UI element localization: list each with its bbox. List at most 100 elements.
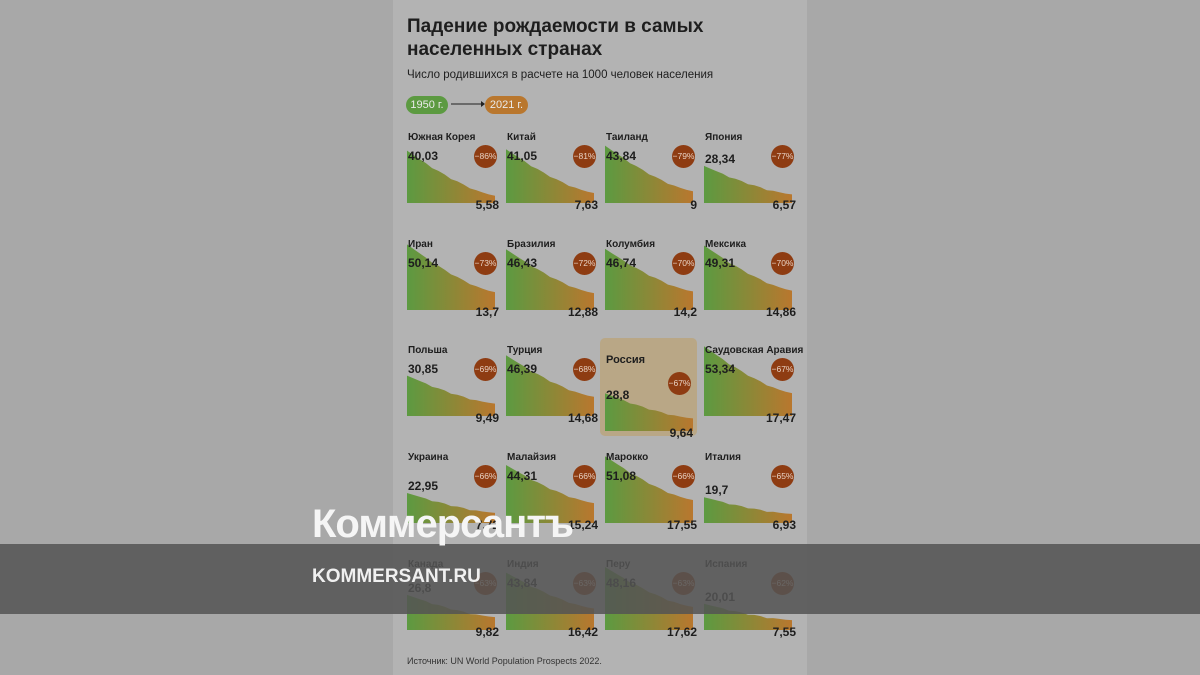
birth-rate-area bbox=[407, 375, 495, 416]
country-chart-14: Марокко 51,08 17,55 −66% bbox=[605, 452, 697, 552]
country-chart-4: Иран 50,14 13,7 −73% bbox=[407, 239, 499, 339]
value-2021: 17,47 bbox=[765, 411, 796, 425]
birth-rate-area bbox=[506, 149, 594, 203]
value-2021: 5,58 bbox=[475, 198, 499, 212]
country-name: Бразилия bbox=[507, 239, 556, 250]
change-badge: −77% bbox=[771, 145, 794, 168]
country-name: Таиланд bbox=[606, 132, 648, 143]
legend-start-year: 1950 г. bbox=[406, 96, 448, 114]
birth-rate-area bbox=[506, 465, 594, 523]
value-2021: 6,57 bbox=[772, 198, 796, 212]
country-chart-7: Мексика 49,31 14,86 −70% bbox=[704, 239, 796, 339]
change-badge: −65% bbox=[771, 465, 794, 488]
value-2021: 6,93 bbox=[772, 518, 796, 532]
country-chart-12: Украина 22,95 7,72 −66% bbox=[407, 452, 499, 552]
birth-rate-area bbox=[605, 393, 693, 431]
change-badge: −69% bbox=[474, 358, 497, 381]
value-1950: 46,43 bbox=[507, 256, 538, 270]
value-1950: 43,84 bbox=[606, 149, 637, 163]
value-2021: 15,24 bbox=[567, 518, 598, 532]
value-1950: 44,31 bbox=[507, 469, 538, 483]
change-badge: −81% bbox=[573, 145, 596, 168]
country-chart-15: Италия 19,7 6,93 −65% bbox=[704, 452, 796, 552]
value-2021: 17,62 bbox=[666, 625, 697, 639]
birth-rate-area bbox=[407, 150, 495, 203]
country-chart-10: Россия 28,8 9,64 −67% bbox=[605, 346, 697, 446]
country-chart-9: Турция 46,39 14,68 −68% bbox=[506, 345, 598, 445]
value-2021: 7,72 bbox=[475, 518, 499, 532]
value-1950: 28,34 bbox=[705, 151, 736, 166]
value-2021: 13,7 bbox=[475, 305, 499, 319]
value-1950: 41,05 bbox=[507, 149, 538, 163]
value-1950: 30,85 bbox=[408, 362, 439, 376]
country-name: Турция bbox=[507, 345, 543, 356]
legend-end-year: 2021 г. bbox=[485, 96, 528, 114]
watermark-band bbox=[0, 544, 1200, 614]
birth-rate-area bbox=[506, 355, 594, 416]
value-1950: 46,74 bbox=[606, 256, 637, 270]
value-2021: 7,63 bbox=[574, 198, 598, 212]
country-name: Италия bbox=[705, 452, 741, 463]
change-badge: −66% bbox=[672, 465, 695, 488]
birth-rate-area bbox=[407, 493, 495, 523]
value-2021: 7,55 bbox=[772, 625, 796, 639]
birth-rate-area bbox=[407, 244, 495, 310]
value-2021: 9 bbox=[690, 198, 697, 212]
country-chart-13: Малайзия 44,31 15,24 −66% bbox=[506, 452, 598, 552]
country-name: Россия bbox=[606, 354, 646, 366]
value-1950: 28,8 bbox=[606, 388, 630, 402]
country-chart-3: Япония 28,34 6,57 −77% bbox=[704, 132, 796, 232]
change-badge: −66% bbox=[573, 465, 596, 488]
country-chart-1: Китай 41,05 7,63 −81% bbox=[506, 132, 598, 232]
value-2021: 16,42 bbox=[567, 625, 598, 639]
change-badge: −72% bbox=[573, 252, 596, 275]
value-1950: 19,7 bbox=[705, 483, 729, 498]
birth-rate-area bbox=[506, 249, 594, 310]
value-1950: 51,08 bbox=[606, 469, 637, 483]
country-name: Южная Корея bbox=[408, 132, 476, 143]
country-chart-0: Южная Корея 40,03 5,58 −86% bbox=[407, 132, 499, 232]
change-badge: −68% bbox=[573, 358, 596, 381]
country-chart-6: Колумбия 46,74 14,2 −70% bbox=[605, 239, 697, 339]
change-badge: −70% bbox=[771, 252, 794, 275]
birth-rate-area bbox=[704, 346, 792, 416]
birth-rate-area bbox=[605, 456, 693, 523]
change-badge: −67% bbox=[668, 372, 691, 395]
value-1950: 46,39 bbox=[507, 362, 538, 376]
value-1950: 49,31 bbox=[705, 256, 736, 270]
country-name: Польша bbox=[408, 345, 448, 356]
value-2021: 9,64 bbox=[669, 426, 693, 440]
kommersant-logo: Коммерсантъ bbox=[312, 502, 574, 546]
value-2021: 17,55 bbox=[666, 518, 697, 532]
value-2021: 12,88 bbox=[567, 305, 598, 319]
country-name: Япония bbox=[705, 132, 743, 143]
country-name: Марокко bbox=[606, 452, 649, 463]
birth-rate-area bbox=[704, 165, 792, 203]
change-badge: −73% bbox=[474, 252, 497, 275]
country-chart-11: Саудовская Аравия 53,34 17,47 −67% bbox=[704, 345, 803, 445]
value-1950: 40,03 bbox=[408, 149, 439, 163]
country-name: Саудовская Аравия bbox=[705, 345, 804, 356]
country-name: Китай bbox=[507, 132, 536, 143]
value-2021: 14,86 bbox=[765, 305, 796, 319]
arrow-right-icon bbox=[451, 101, 485, 107]
country-chart-5: Бразилия 46,43 12,88 −72% bbox=[506, 239, 598, 339]
value-2021: 9,49 bbox=[475, 411, 499, 425]
source-note: Источник: UN World Population Prospects … bbox=[407, 656, 602, 666]
value-1950: 22,95 bbox=[408, 478, 439, 493]
birth-rate-area bbox=[704, 245, 792, 310]
kommersant-url: KOMMERSANT.RU bbox=[312, 566, 481, 587]
country-name: Колумбия bbox=[606, 239, 656, 250]
chart-title: Падение рождаемости в самых населенных с… bbox=[407, 16, 704, 60]
country-name: Мексика bbox=[705, 239, 747, 250]
change-badge: −70% bbox=[672, 252, 695, 275]
change-badge: −79% bbox=[672, 145, 695, 168]
value-1950: 50,14 bbox=[408, 256, 439, 270]
birth-rate-area bbox=[605, 145, 693, 203]
change-badge: −86% bbox=[474, 145, 497, 168]
value-2021: 14,2 bbox=[673, 305, 697, 319]
value-2021: 9,82 bbox=[475, 625, 499, 639]
change-badge: −67% bbox=[771, 358, 794, 381]
country-name: Иран bbox=[408, 239, 433, 250]
birth-rate-area bbox=[704, 497, 792, 523]
